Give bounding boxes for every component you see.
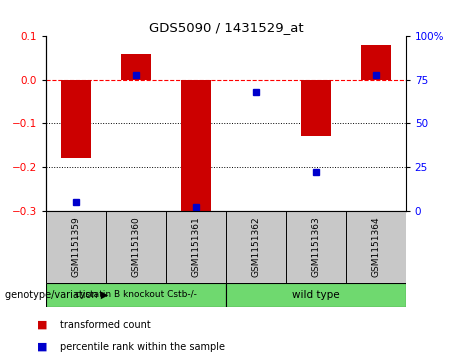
Text: transformed count: transformed count [60, 320, 151, 330]
Text: percentile rank within the sample: percentile rank within the sample [60, 342, 225, 352]
Bar [301, 80, 331, 136]
Text: ■: ■ [37, 320, 47, 330]
Text: GSM1151363: GSM1151363 [311, 216, 320, 277]
Text: GSM1151360: GSM1151360 [131, 216, 141, 277]
Text: ■: ■ [37, 342, 47, 352]
Text: wild type: wild type [292, 290, 340, 300]
Text: GSM1151362: GSM1151362 [251, 216, 260, 277]
Bar [46, 283, 226, 307]
Bar [181, 80, 211, 211]
Text: GSM1151359: GSM1151359 [71, 216, 81, 277]
Text: cystatin B knockout Cstb-/-: cystatin B knockout Cstb-/- [75, 290, 197, 299]
Text: GSM1151364: GSM1151364 [371, 216, 380, 277]
Text: GSM1151361: GSM1151361 [191, 216, 201, 277]
Bar [61, 80, 91, 158]
Bar [226, 283, 406, 307]
Text: genotype/variation ▶: genotype/variation ▶ [5, 290, 108, 300]
Title: GDS5090 / 1431529_at: GDS5090 / 1431529_at [148, 21, 303, 34]
Bar [121, 54, 151, 80]
Bar [361, 45, 390, 80]
